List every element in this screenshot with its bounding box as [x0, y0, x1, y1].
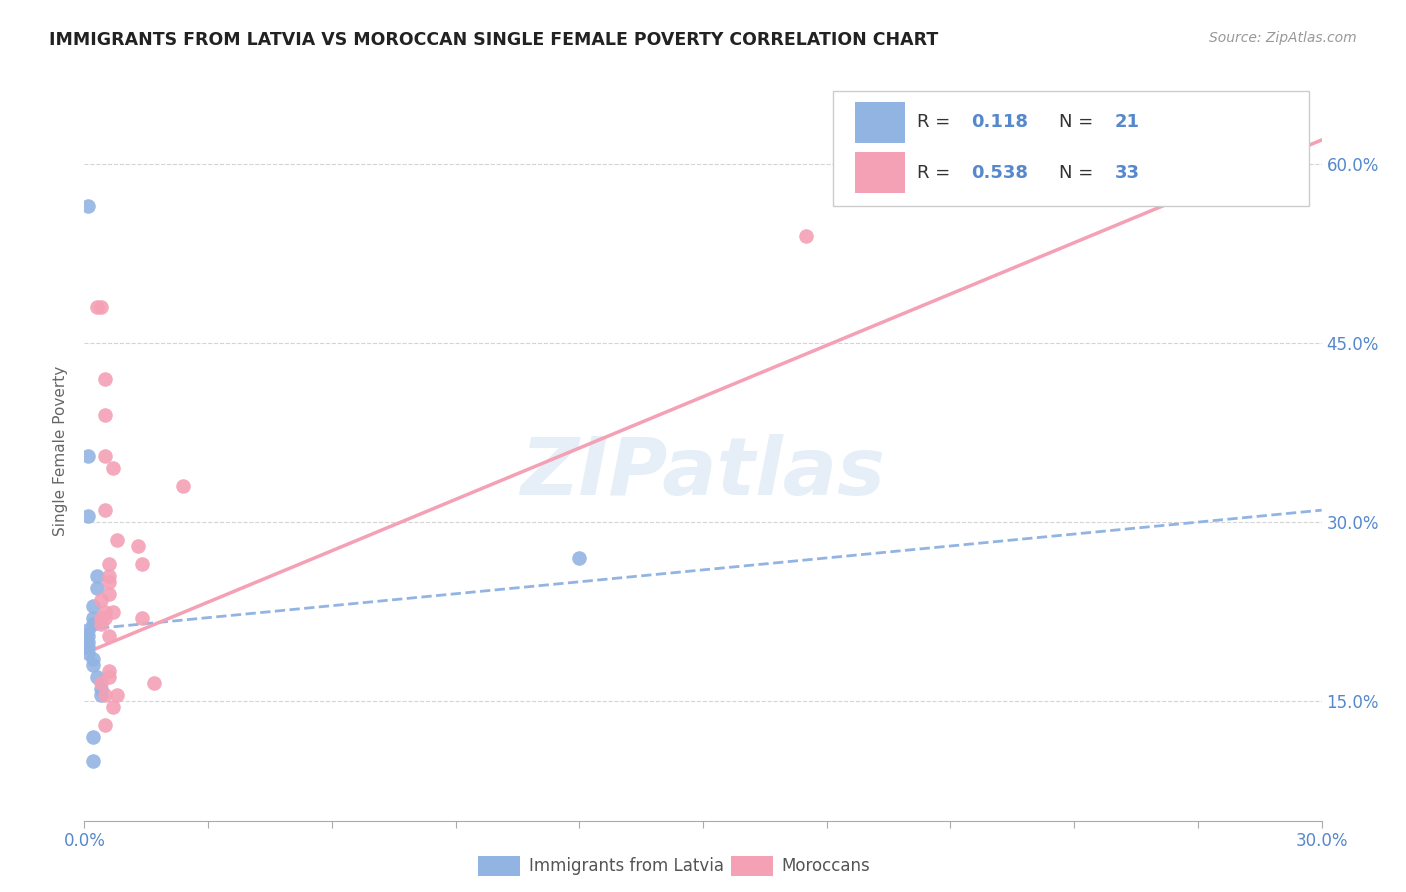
- Point: [98, 665, 121, 679]
- Text: N =: N =: [1059, 164, 1099, 182]
- Point: [82, 610, 104, 624]
- Point: [77, 647, 100, 661]
- Point: [127, 539, 149, 553]
- Point: [82, 730, 104, 744]
- Text: R =: R =: [917, 113, 956, 131]
- Point: [98, 587, 121, 601]
- Point: [82, 599, 104, 613]
- Point: [94, 718, 117, 732]
- Point: [77, 628, 100, 642]
- Point: [103, 461, 125, 475]
- Point: [90, 682, 112, 697]
- Point: [86, 670, 108, 684]
- Text: 33: 33: [1115, 164, 1140, 182]
- Point: [90, 300, 112, 314]
- Point: [94, 503, 117, 517]
- Point: [94, 610, 117, 624]
- Point: [98, 628, 121, 642]
- Text: 0.118: 0.118: [972, 113, 1029, 131]
- Point: [86, 300, 108, 314]
- FancyBboxPatch shape: [855, 102, 904, 143]
- Point: [77, 623, 100, 637]
- Point: [82, 658, 104, 673]
- Point: [98, 557, 121, 571]
- Point: [172, 479, 194, 493]
- Point: [98, 670, 121, 684]
- Point: [94, 688, 117, 702]
- Text: Source: ZipAtlas.com: Source: ZipAtlas.com: [1209, 31, 1357, 45]
- Point: [98, 574, 121, 589]
- Text: 21: 21: [1115, 113, 1140, 131]
- Point: [77, 450, 100, 464]
- Point: [94, 450, 117, 464]
- Point: [77, 634, 100, 648]
- Point: [94, 605, 117, 619]
- Text: Moroccans: Moroccans: [782, 857, 870, 875]
- Point: [86, 569, 108, 583]
- Point: [568, 550, 591, 565]
- Text: 0.538: 0.538: [972, 164, 1029, 182]
- Point: [131, 557, 153, 571]
- Point: [77, 199, 100, 213]
- Point: [94, 372, 117, 386]
- Point: [86, 581, 108, 595]
- Text: N =: N =: [1059, 113, 1099, 131]
- Y-axis label: Single Female Poverty: Single Female Poverty: [53, 366, 69, 535]
- Point: [82, 652, 104, 666]
- Point: [103, 700, 125, 714]
- Text: Immigrants from Latvia: Immigrants from Latvia: [529, 857, 724, 875]
- Point: [82, 616, 104, 631]
- Point: [90, 616, 112, 631]
- Text: R =: R =: [917, 164, 956, 182]
- Point: [90, 676, 112, 690]
- Text: ZIPatlas: ZIPatlas: [520, 434, 886, 512]
- Point: [90, 592, 112, 607]
- Point: [131, 610, 153, 624]
- Point: [90, 610, 112, 624]
- Point: [794, 228, 817, 243]
- Point: [77, 509, 100, 524]
- Point: [143, 676, 166, 690]
- FancyBboxPatch shape: [855, 153, 904, 194]
- Text: IMMIGRANTS FROM LATVIA VS MOROCCAN SINGLE FEMALE POVERTY CORRELATION CHART: IMMIGRANTS FROM LATVIA VS MOROCCAN SINGL…: [49, 31, 938, 49]
- Point: [105, 688, 128, 702]
- Point: [98, 569, 121, 583]
- Point: [90, 688, 112, 702]
- Point: [1129, 169, 1152, 183]
- Point: [82, 754, 104, 768]
- Point: [103, 605, 125, 619]
- Point: [105, 533, 128, 547]
- FancyBboxPatch shape: [832, 91, 1309, 206]
- Point: [94, 408, 117, 422]
- Point: [77, 640, 100, 655]
